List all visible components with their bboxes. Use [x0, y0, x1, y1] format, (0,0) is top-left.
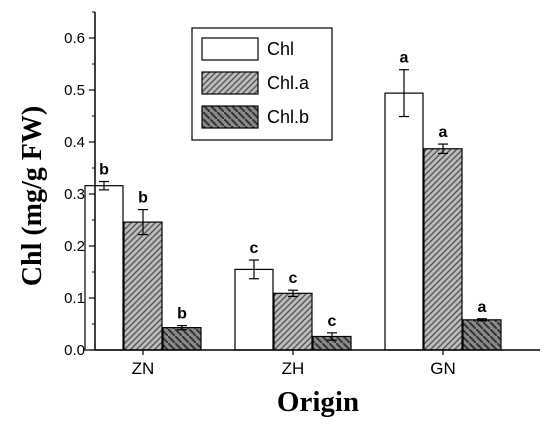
bar — [123, 221, 163, 351]
significance-label: a — [439, 124, 448, 141]
y-tick-label: 0.4 — [64, 134, 85, 151]
x-tick-label: ZH — [282, 359, 305, 378]
x-tick-label: GN — [430, 359, 456, 378]
y-tick-label: 0.0 — [64, 342, 85, 359]
legend-label: Chl.b — [267, 107, 309, 127]
legend-label: Chl.a — [267, 73, 310, 93]
legend: Chl Chl.a Chl.b — [191, 27, 333, 141]
legend-swatch — [201, 71, 259, 95]
y-tick-label: 0.3 — [64, 186, 85, 203]
significance-label: a — [400, 50, 409, 67]
x-axis-title: Origin — [277, 386, 359, 418]
legend-swatch — [201, 105, 259, 129]
y-axis-title: Chl (mg/g FW) — [17, 106, 48, 286]
legend-label: Chl — [267, 39, 294, 59]
y-tick-label: 0.1 — [64, 290, 85, 307]
x-tick-label: ZN — [132, 359, 155, 378]
significance-label: b — [138, 190, 148, 207]
bar — [462, 319, 502, 351]
y-tick-label: 0.6 — [64, 30, 85, 47]
significance-label: b — [99, 162, 109, 179]
significance-label: a — [478, 299, 487, 316]
bar — [84, 185, 124, 351]
significance-label: c — [289, 270, 298, 287]
significance-label: c — [328, 313, 337, 330]
y-tick-label: 0.5 — [64, 82, 85, 99]
bar — [162, 327, 202, 351]
bar — [234, 268, 274, 351]
bar — [384, 92, 424, 351]
y-tick-label: 0.2 — [64, 238, 85, 255]
bar — [273, 292, 313, 351]
significance-label: c — [250, 240, 259, 257]
significance-label: b — [177, 306, 187, 323]
bar — [423, 148, 463, 351]
legend-swatch — [201, 37, 259, 61]
